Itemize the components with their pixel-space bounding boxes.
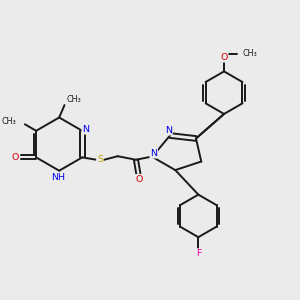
Text: N: N xyxy=(82,125,89,134)
Text: S: S xyxy=(97,155,103,164)
Text: O: O xyxy=(12,153,19,162)
Text: N: N xyxy=(150,149,157,158)
Text: N: N xyxy=(165,126,172,135)
Text: O: O xyxy=(220,53,228,62)
Text: NH: NH xyxy=(51,173,65,182)
Text: CH₃: CH₃ xyxy=(242,49,257,58)
Text: CH₃: CH₃ xyxy=(2,117,16,126)
Text: O: O xyxy=(135,175,142,184)
Text: F: F xyxy=(196,249,201,258)
Text: CH₃: CH₃ xyxy=(67,95,82,104)
